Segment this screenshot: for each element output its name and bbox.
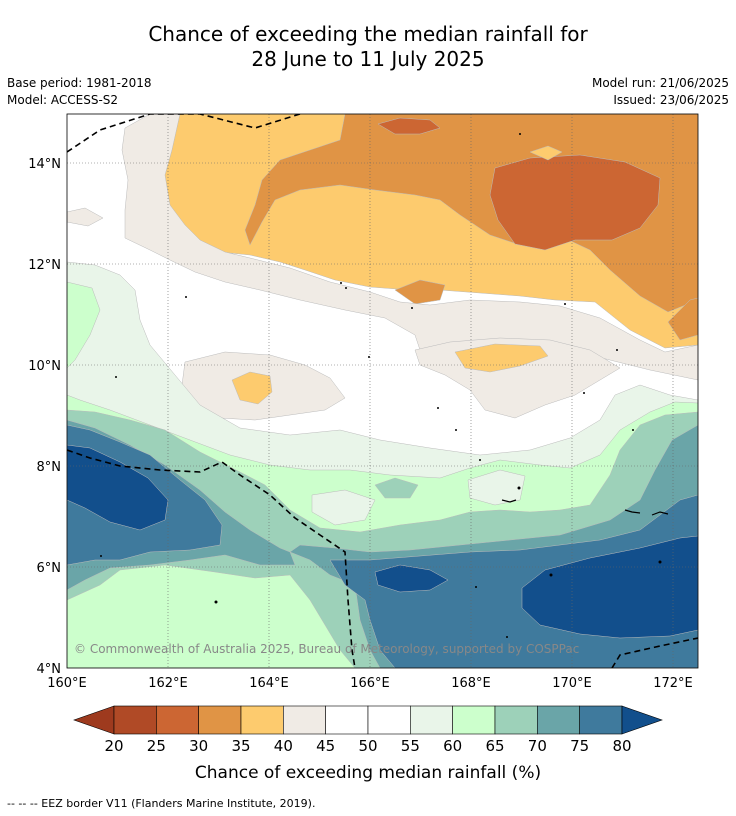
lon-label: 168°E — [451, 676, 491, 691]
lat-label: 4°N — [37, 662, 62, 677]
field-35-40-mid — [231, 371, 273, 405]
title-line-1: Chance of exceeding the median rainfall … — [148, 22, 588, 46]
colorbar-tick-label: 75 — [570, 737, 589, 755]
colorbar-tick-label: 45 — [316, 737, 335, 755]
colorbar-segment — [579, 705, 623, 735]
meta-right: Model run: 21/06/2025 Issued: 23/06/2025 — [592, 75, 729, 109]
lon-axis: 160°E 162°E 164°E 166°E 168°E 170°E 172°… — [47, 676, 693, 691]
lat-axis: 14°N 12°N 10°N 8°N 6°N 4°N — [28, 157, 61, 677]
lat-label: 8°N — [37, 460, 62, 475]
colorbar-segment — [283, 705, 326, 735]
title-line-2: 28 June to 11 July 2025 — [251, 47, 485, 71]
field-55-60-pocket — [467, 469, 526, 506]
model-run: Model run: 21/06/2025 — [591, 76, 729, 90]
colorbar-segment — [325, 705, 369, 735]
field-60-65-southwest — [67, 564, 356, 668]
colorbar: 20 25 30 35 40 45 50 55 60 65 70 75 80 — [73, 705, 663, 755]
colorbar-tick-label: 80 — [612, 737, 631, 755]
islands — [100, 133, 669, 638]
colorbar-extend-high — [621, 705, 663, 735]
colorbar-tick-label: 65 — [485, 737, 504, 755]
colorbar-tick-label: 25 — [147, 737, 166, 755]
colorbar-segment — [156, 705, 199, 735]
lon-label: 166°E — [350, 676, 390, 691]
map-field: © Commonwealth of Australia 2025, Bureau… — [67, 114, 698, 668]
lon-label: 164°E — [249, 676, 289, 691]
colorbar-tick-label: 30 — [189, 737, 208, 755]
copyright-notice: © Commonwealth of Australia 2025, Bureau… — [74, 642, 579, 656]
field-above-80-mid — [374, 564, 449, 593]
colorbar-segment — [367, 705, 411, 735]
field-30-35-east-spot — [667, 297, 698, 341]
colorbar-tick-label: 55 — [401, 737, 420, 755]
field-30-35-spot — [394, 279, 446, 305]
map-title: Chance of exceeding the median rainfall … — [0, 22, 736, 72]
colorbar-tick-label: 20 — [104, 737, 123, 755]
map-frame — [66, 113, 699, 669]
colorbar-tick-label: 70 — [528, 737, 547, 755]
eez-border — [67, 114, 698, 668]
field-55-60-pocket-west — [311, 489, 376, 526]
eez-footnote: -- -- -- EEZ border V11 (Flanders Marine… — [7, 797, 316, 810]
lat-label: 10°N — [28, 359, 61, 374]
colorbar-segment — [240, 705, 284, 735]
lon-label: 160°E — [47, 676, 87, 691]
lon-label: 162°E — [148, 676, 188, 691]
colorbar-segment — [452, 705, 496, 735]
issued-date: Issued: 23/06/2025 — [613, 93, 729, 107]
colorbar-segment — [410, 705, 453, 735]
field-65-70-pocket — [374, 477, 419, 499]
colorbar-tick-label: 60 — [443, 737, 462, 755]
lat-label: 12°N — [28, 258, 61, 273]
colorbar-label: Chance of exceeding median rainfall (%) — [195, 763, 541, 783]
lon-label: 172°E — [653, 676, 693, 691]
field-above-80-east — [521, 535, 698, 639]
gridlines — [67, 114, 698, 668]
field-40-45-nw — [67, 207, 104, 227]
model-name: Model: ACCESS-S2 — [7, 93, 119, 107]
lat-label: 14°N — [28, 157, 61, 172]
meta-left: Base period: 1981-2018 Model: ACCESS-S2 — [7, 75, 152, 109]
field-above-80-west — [67, 444, 169, 531]
colorbar-segment — [113, 705, 157, 735]
field-35-40-spot — [529, 145, 563, 161]
colorbar-segment — [494, 705, 538, 735]
colorbar-tick-label: 35 — [231, 737, 250, 755]
lat-label: 6°N — [37, 561, 62, 576]
colorbar-segment — [198, 705, 242, 735]
lon-label: 170°E — [552, 676, 592, 691]
colorbar-tick-label: 40 — [274, 737, 293, 755]
colorbar-extend-low — [73, 705, 115, 735]
base-period: Base period: 1981-2018 — [7, 76, 152, 90]
field-40-45-west — [121, 114, 698, 381]
colorbar-segment — [537, 705, 580, 735]
colorbar-tick-label: 50 — [358, 737, 377, 755]
field-25-30-east — [489, 154, 661, 251]
field-25-30-north — [377, 117, 441, 135]
